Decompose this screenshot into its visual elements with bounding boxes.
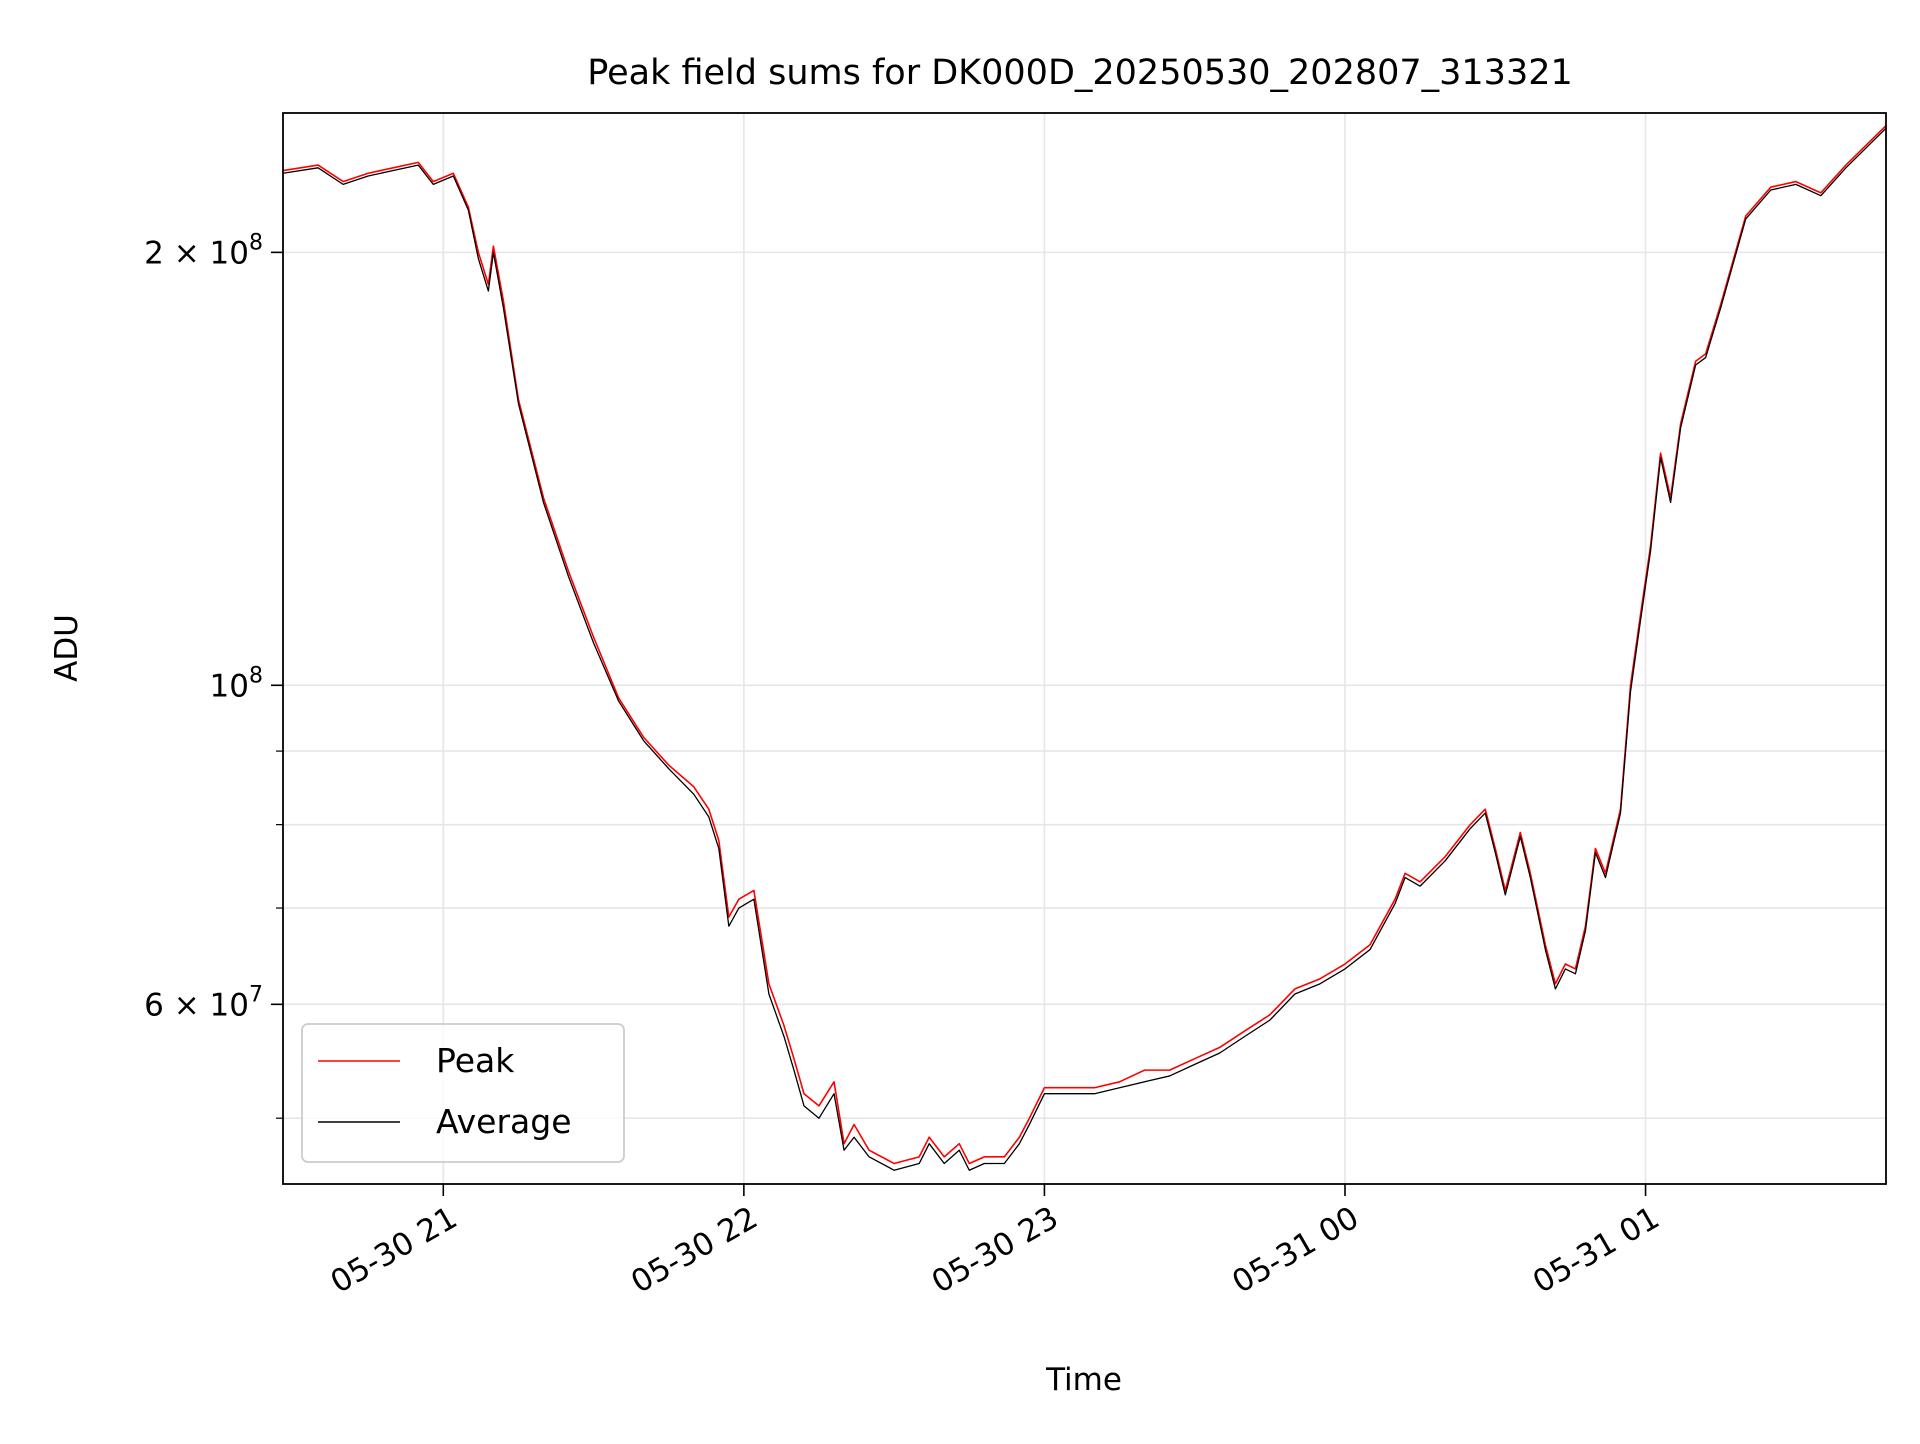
y-tick-label: 108 [210, 663, 263, 704]
y-tick-label: 6 × 107 [144, 982, 263, 1023]
y-axis: 6 × 107 108 2 × 108 [144, 230, 283, 1119]
legend-label-average: Average [436, 1102, 572, 1141]
plot-frame [282, 112, 1887, 1185]
y-tick-label: 2 × 108 [144, 230, 263, 271]
chart-title: Peak field sums for DK000D_20250530_2028… [587, 53, 1573, 93]
series-line-average [283, 127, 1886, 1171]
legend-box [301, 1023, 625, 1163]
legend: Peak Average [301, 1023, 625, 1163]
series-line-peak [283, 125, 1886, 1165]
x-axis-label: Time [1045, 1362, 1122, 1398]
legend-label-peak: Peak [436, 1041, 515, 1080]
y-axis-label: ADU [49, 614, 85, 682]
series-layer [283, 125, 1886, 1171]
